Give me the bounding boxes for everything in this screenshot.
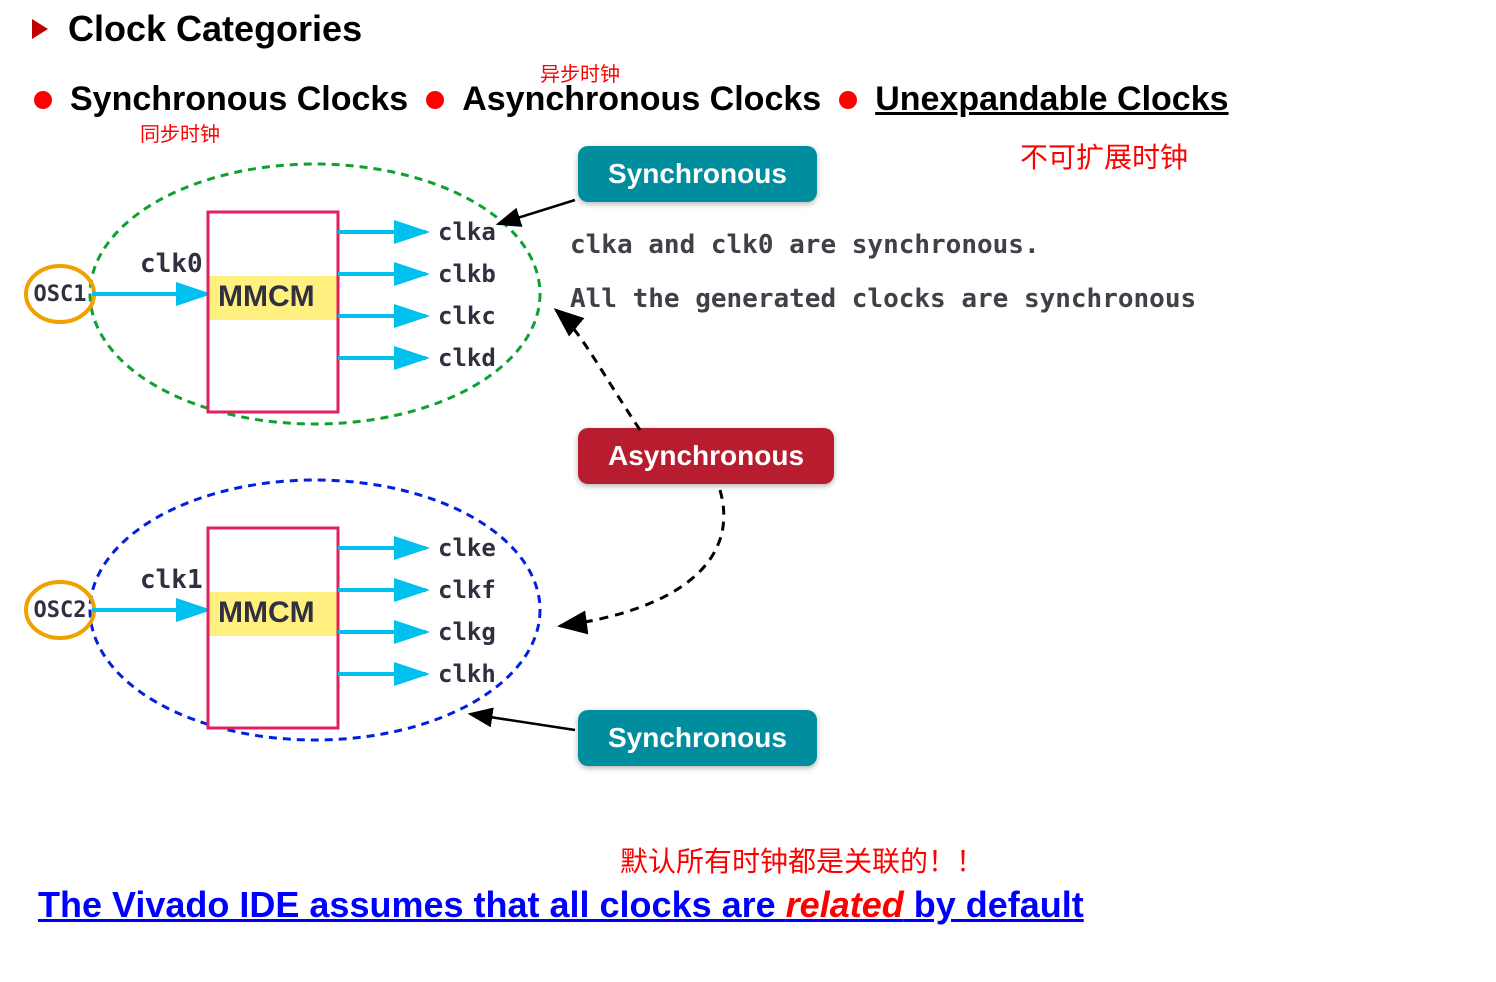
diagram-svg: OSC1 clk0 MMCM clka clkb clkc clkd OSC2 clk1 MMCM… (0, 0, 1496, 982)
bottom-statement: The Vivado IDE assumes that all clocks a… (38, 884, 1084, 926)
svg-text:OSC1: OSC1 (34, 282, 87, 307)
bottom-emphasis: related (786, 884, 904, 925)
svg-text:clkh: clkh (438, 660, 496, 688)
svg-text:OSC2: OSC2 (34, 598, 87, 623)
svg-text:clkf: clkf (438, 576, 496, 604)
svg-text:clkb: clkb (438, 260, 496, 288)
svg-text:clka: clka (438, 218, 496, 246)
svg-text:clk0: clk0 (140, 249, 203, 279)
svg-text:clke: clke (438, 534, 496, 562)
svg-text:clk1: clk1 (140, 565, 203, 595)
svg-text:clkg: clkg (438, 618, 496, 646)
svg-text:clkc: clkc (438, 302, 496, 330)
bottom-post: by default (904, 884, 1084, 925)
svg-text:MMCM: MMCM (218, 280, 315, 313)
svg-text:MMCM: MMCM (218, 596, 315, 629)
bottom-pre: The Vivado IDE assumes that all clocks a… (38, 884, 786, 925)
svg-text:clkd: clkd (438, 344, 496, 372)
